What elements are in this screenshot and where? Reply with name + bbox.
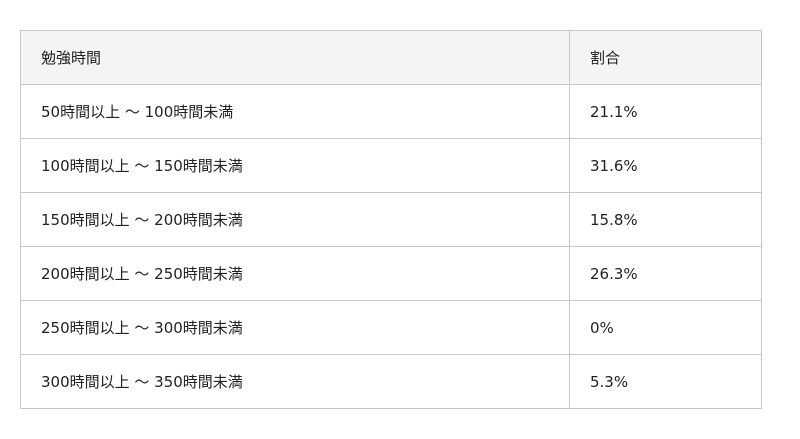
table-row: 300時間以上 〜 350時間未満 5.3% <box>20 354 762 409</box>
table-row: 100時間以上 〜 150時間未満 31.6% <box>20 138 762 193</box>
study-time-cell: 250時間以上 〜 300時間未満 <box>20 300 570 355</box>
table-row: 250時間以上 〜 300時間未満 0% <box>20 300 762 355</box>
study-time-cell: 300時間以上 〜 350時間未満 <box>20 354 570 409</box>
header-ratio: 割合 <box>569 30 762 85</box>
table-header-row: 勉強時間 割合 <box>20 30 762 85</box>
study-time-cell: 50時間以上 〜 100時間未満 <box>20 84 570 139</box>
study-time-table: 勉強時間 割合 50時間以上 〜 100時間未満 21.1% 100時間以上 〜 … <box>20 30 762 409</box>
ratio-cell: 15.8% <box>569 192 762 247</box>
table-row: 50時間以上 〜 100時間未満 21.1% <box>20 84 762 139</box>
header-study-time: 勉強時間 <box>20 30 570 85</box>
ratio-cell: 5.3% <box>569 354 762 409</box>
ratio-cell: 21.1% <box>569 84 762 139</box>
study-time-cell: 100時間以上 〜 150時間未満 <box>20 138 570 193</box>
study-time-cell: 200時間以上 〜 250時間未満 <box>20 246 570 301</box>
study-time-cell: 150時間以上 〜 200時間未満 <box>20 192 570 247</box>
ratio-cell: 26.3% <box>569 246 762 301</box>
ratio-cell: 0% <box>569 300 762 355</box>
table-row: 150時間以上 〜 200時間未満 15.8% <box>20 192 762 247</box>
table-row: 200時間以上 〜 250時間未満 26.3% <box>20 246 762 301</box>
ratio-cell: 31.6% <box>569 138 762 193</box>
